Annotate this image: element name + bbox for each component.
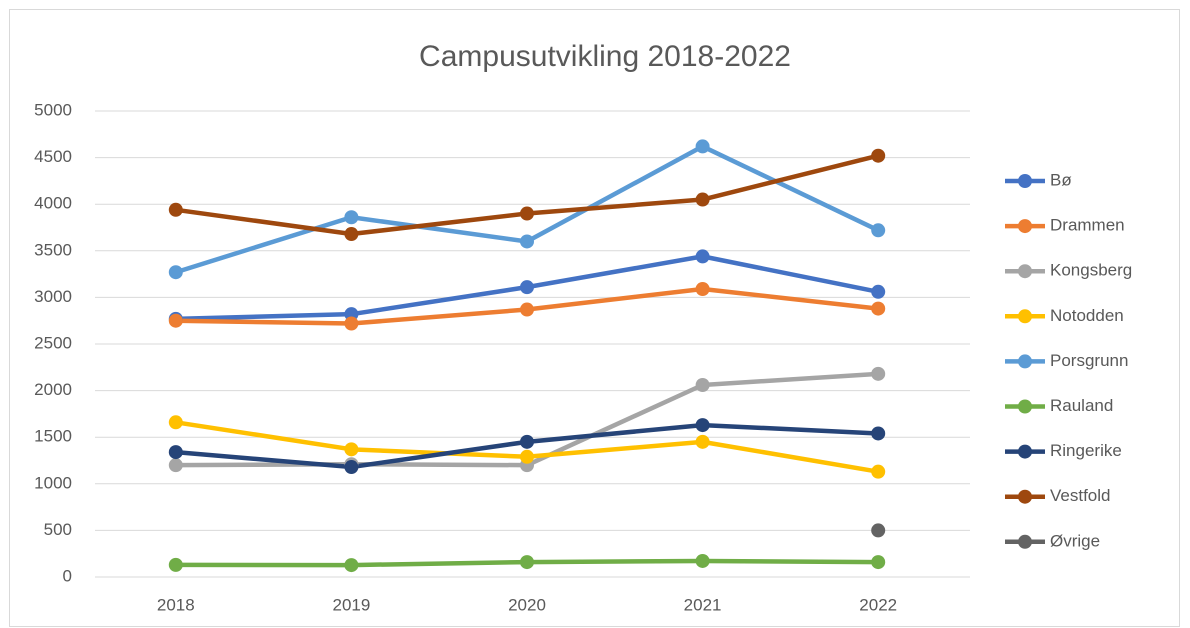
y-tick-label: 4500	[34, 147, 72, 166]
data-point	[871, 366, 886, 381]
data-point	[695, 418, 710, 433]
data-point	[168, 313, 183, 328]
data-point	[344, 210, 359, 225]
data-point	[695, 378, 710, 393]
x-tick-label: 2018	[157, 595, 195, 614]
legend-label: Drammen	[1050, 216, 1125, 235]
legend-label: Bø	[1050, 170, 1072, 189]
data-point	[520, 555, 534, 570]
legend-label: Ringerike	[1050, 441, 1122, 460]
x-tick-label: 2020	[508, 595, 546, 614]
y-tick-label: 3000	[34, 287, 72, 306]
data-point	[520, 302, 534, 317]
x-tick-label: 2022	[859, 595, 897, 614]
y-tick-label: 1500	[34, 427, 72, 446]
y-tick-label: 4000	[34, 194, 72, 213]
data-point	[344, 316, 359, 331]
data-point	[871, 523, 886, 538]
chart-title: Campusutvikling 2018-2022	[419, 40, 791, 73]
data-point	[520, 434, 534, 449]
legend-swatch-marker	[1018, 264, 1032, 279]
legend-label: Notodden	[1050, 306, 1124, 325]
data-point	[871, 426, 886, 441]
legend-swatch-marker	[1018, 444, 1032, 459]
legend-label: Vestfold	[1050, 486, 1111, 505]
data-point	[344, 460, 359, 475]
data-point	[871, 555, 886, 570]
data-point	[871, 148, 886, 163]
y-tick-label: 2500	[34, 333, 72, 352]
data-point	[520, 206, 534, 221]
data-point	[344, 558, 359, 573]
legend-label: Rauland	[1050, 396, 1113, 415]
legend-swatch-marker	[1018, 489, 1032, 504]
data-point	[168, 415, 183, 430]
y-tick-label: 2000	[34, 380, 72, 399]
legend-swatch-marker	[1018, 309, 1032, 324]
data-point	[871, 223, 886, 238]
legend-label: Kongsberg	[1050, 261, 1132, 280]
legend-label: Porsgrunn	[1050, 351, 1128, 370]
y-tick-label: 5000	[34, 100, 72, 119]
legend-swatch-marker	[1018, 399, 1032, 414]
data-point	[695, 139, 710, 154]
data-point	[695, 553, 710, 568]
data-point	[695, 249, 710, 264]
data-point	[168, 202, 183, 217]
x-tick-label: 2021	[684, 595, 722, 614]
data-point	[695, 434, 710, 449]
data-point	[695, 282, 710, 297]
data-point	[344, 442, 359, 457]
data-point	[168, 265, 183, 280]
data-point	[871, 301, 886, 316]
data-point	[168, 557, 183, 572]
data-point	[871, 464, 886, 479]
legend-swatch-marker	[1018, 534, 1032, 549]
data-point	[520, 280, 534, 295]
data-point	[168, 458, 183, 473]
data-point	[520, 449, 534, 464]
legend-swatch-marker	[1018, 219, 1032, 234]
data-point	[168, 445, 183, 460]
legend-swatch-marker	[1018, 174, 1032, 188]
data-point	[344, 227, 359, 242]
legend-label: Øvrige	[1050, 531, 1100, 550]
x-tick-label: 2019	[332, 595, 370, 614]
y-tick-label: 1000	[34, 473, 72, 492]
data-point	[520, 234, 534, 249]
data-point	[695, 192, 710, 207]
y-tick-label: 500	[44, 520, 72, 539]
y-tick-label: 0	[63, 566, 72, 585]
data-point	[871, 284, 886, 299]
y-tick-label: 3500	[34, 240, 72, 259]
legend-swatch-marker	[1018, 354, 1032, 369]
